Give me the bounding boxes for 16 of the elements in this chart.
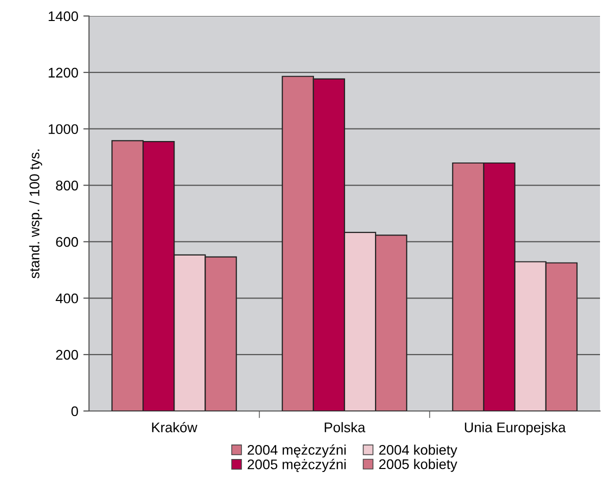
x-tick-label: Kraków	[152, 422, 198, 432]
y-tick-label: 1000	[48, 124, 78, 134]
y-tick-label: 200	[56, 350, 78, 360]
y-tick-label: 400	[56, 293, 78, 304]
x-tick-label: Unia Europejska	[464, 422, 566, 436]
y-tick-label: 800	[56, 180, 78, 190]
legend-label: 2004 mężczyźni	[248, 444, 346, 458]
legend-label: 2005 mężczyźni	[248, 458, 346, 472]
y-tick-label: 0	[71, 406, 78, 416]
legend-label: 2004 kobiety	[379, 444, 458, 458]
y-tick-label: 1400	[48, 11, 78, 22]
y-tick-label: 1200	[48, 68, 78, 78]
legend-label: 2005 kobiety	[379, 458, 458, 472]
y-tick-label: 600	[56, 237, 78, 247]
x-tick-label: Polska	[324, 422, 366, 432]
y-axis-title: stand. wsp. / 100 tys.	[29, 150, 42, 278]
